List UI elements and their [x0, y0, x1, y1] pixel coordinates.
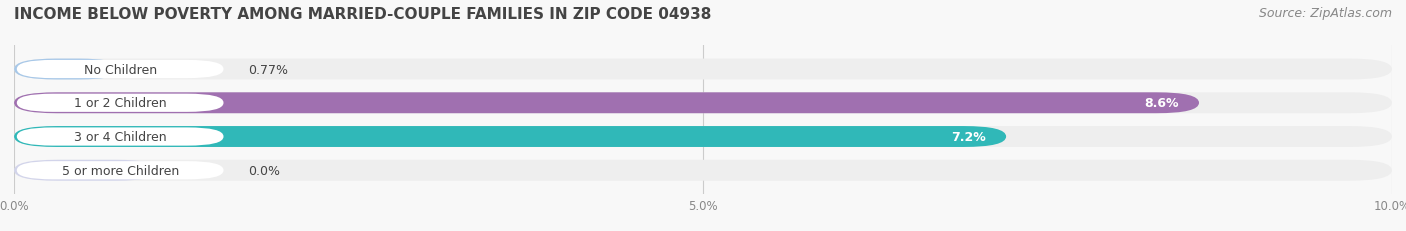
Text: Source: ZipAtlas.com: Source: ZipAtlas.com — [1258, 7, 1392, 20]
FancyBboxPatch shape — [14, 93, 1392, 114]
FancyBboxPatch shape — [17, 94, 224, 112]
Text: 1 or 2 Children: 1 or 2 Children — [75, 97, 166, 110]
FancyBboxPatch shape — [17, 161, 224, 179]
FancyBboxPatch shape — [17, 128, 224, 146]
Text: 7.2%: 7.2% — [950, 131, 986, 143]
FancyBboxPatch shape — [14, 160, 159, 181]
Text: 5 or more Children: 5 or more Children — [62, 164, 179, 177]
FancyBboxPatch shape — [14, 160, 1392, 181]
Text: 8.6%: 8.6% — [1144, 97, 1178, 110]
FancyBboxPatch shape — [14, 127, 1007, 147]
Text: 3 or 4 Children: 3 or 4 Children — [75, 131, 166, 143]
Text: No Children: No Children — [83, 63, 156, 76]
Text: 0.0%: 0.0% — [249, 164, 280, 177]
FancyBboxPatch shape — [17, 61, 224, 79]
Text: INCOME BELOW POVERTY AMONG MARRIED-COUPLE FAMILIES IN ZIP CODE 04938: INCOME BELOW POVERTY AMONG MARRIED-COUPL… — [14, 7, 711, 22]
FancyBboxPatch shape — [14, 59, 121, 80]
Text: 0.77%: 0.77% — [249, 63, 288, 76]
FancyBboxPatch shape — [14, 127, 1392, 147]
FancyBboxPatch shape — [14, 59, 1392, 80]
FancyBboxPatch shape — [14, 93, 1199, 114]
